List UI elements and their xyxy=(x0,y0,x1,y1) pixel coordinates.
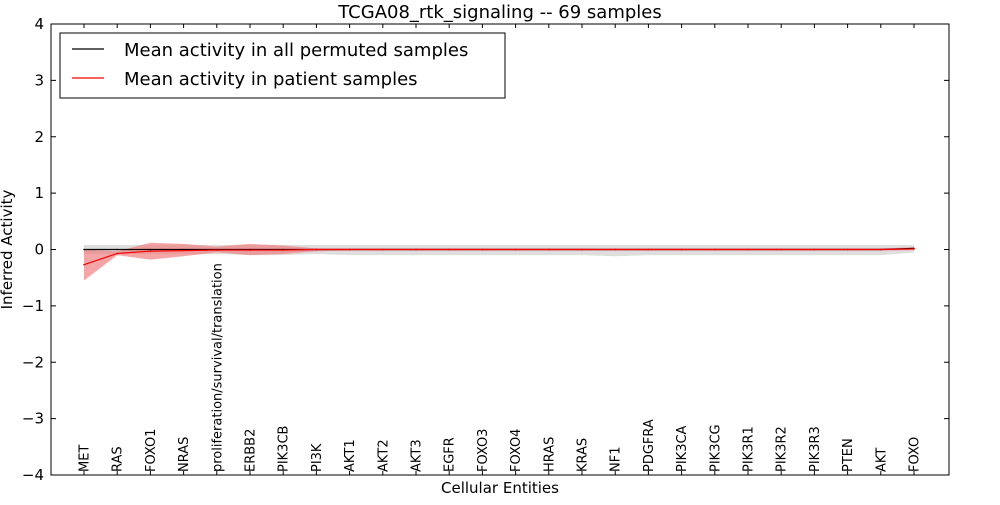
x-tick-label: RAS xyxy=(111,446,126,472)
data-point-series-1-11 xyxy=(448,248,451,251)
data-point-series-1-9 xyxy=(382,248,384,251)
x-tick-label: EGFR xyxy=(443,437,458,472)
x-tick-label: PIK3R2 xyxy=(775,426,790,472)
x-tick-label: PIK3R3 xyxy=(808,426,823,472)
x-tick-label: FOXO3 xyxy=(476,429,491,472)
x-tick-label: AKT xyxy=(874,448,889,472)
data-point-series-1-19 xyxy=(714,248,716,251)
x-tick-label: KRAS xyxy=(576,438,591,472)
data-point-series-1-13 xyxy=(514,248,517,251)
data-point-series-0-2 xyxy=(149,248,152,251)
x-tick-label: PIK3CG xyxy=(708,424,723,472)
y-axis-ticks: 4 3 2 1 0 −1 −2 −3 −4 xyxy=(22,15,949,484)
data-point-series-1-4 xyxy=(216,249,218,251)
data-point-series-1-8 xyxy=(348,248,351,251)
x-tick-label: MET xyxy=(78,445,93,472)
x-tick-label: NF1 xyxy=(609,447,624,472)
data-point-series-1-25 xyxy=(913,248,915,250)
x-tick-label: PIK3CB xyxy=(277,426,292,472)
series-lines xyxy=(83,247,915,266)
x-axis-label: Cellular Entities xyxy=(441,479,559,497)
data-point-series-1-3 xyxy=(182,249,185,252)
x-tick-label: PIK3CA xyxy=(675,425,690,472)
data-point-series-1-0 xyxy=(83,263,85,266)
y-tick-label: 4 xyxy=(34,15,44,33)
data-point-series-0-0 xyxy=(83,248,85,251)
y-tick-label: −2 xyxy=(22,353,44,371)
x-axis-ticks: MET RAS FOXO1 NRAS proliferation/survival/tr… xyxy=(78,24,923,475)
data-point-series-1-24 xyxy=(880,248,882,251)
data-point-series-1-15 xyxy=(581,248,583,251)
data-point-series-0-1 xyxy=(116,248,118,251)
data-point-series-1-22 xyxy=(813,248,816,251)
data-point-series-1-5 xyxy=(249,249,251,251)
y-tick-label: 1 xyxy=(34,184,44,202)
confidence-band-series-1 xyxy=(84,242,914,281)
y-tick-label: 3 xyxy=(34,71,44,89)
y-tick-label: −1 xyxy=(22,297,44,315)
x-tick-label: PTEN xyxy=(841,438,856,472)
legend-box xyxy=(59,32,506,99)
data-point-series-1-17 xyxy=(647,248,650,251)
x-tick-label: proliferation/survival/translation xyxy=(210,263,225,472)
x-tick-label: HRAS xyxy=(542,437,557,472)
x-tick-label: ERBB2 xyxy=(244,429,259,472)
x-tick-label: PDGFRA xyxy=(642,419,657,472)
data-point-series-1-14 xyxy=(548,248,550,251)
data-point-series-1-18 xyxy=(680,248,683,251)
data-point-series-1-23 xyxy=(846,248,849,251)
chart-title: TCGA08_rtk_signaling -- 69 samples xyxy=(337,2,662,23)
x-tick-label: AKT1 xyxy=(343,439,358,472)
x-tick-label: FOXO1 xyxy=(144,429,159,472)
x-tick-label: FOXO xyxy=(908,437,923,472)
x-tick-label: PI3K xyxy=(310,443,325,472)
x-tick-label: PIK3R1 xyxy=(742,426,757,472)
data-point-series-1-10 xyxy=(415,248,417,251)
confidence-bands xyxy=(84,242,914,281)
data-point-series-1-21 xyxy=(780,248,782,251)
data-point-series-1-2 xyxy=(149,250,152,252)
data-point-series-1-16 xyxy=(614,248,616,251)
data-point-series-1-1 xyxy=(116,252,118,255)
series-line-1 xyxy=(83,248,915,266)
data-point-series-1-7 xyxy=(315,248,318,251)
data-point-series-1-12 xyxy=(481,248,484,251)
x-tick-label: AKT3 xyxy=(410,439,425,472)
x-tick-label: FOXO4 xyxy=(509,429,524,472)
legend-label-permuted: Mean activity in all permuted samples xyxy=(124,40,468,61)
y-tick-label: 2 xyxy=(34,128,44,146)
data-point-series-1-20 xyxy=(747,248,749,251)
data-point-series-0-3 xyxy=(182,248,185,251)
x-tick-label: AKT2 xyxy=(376,439,391,472)
y-tick-label: −4 xyxy=(22,466,44,484)
y-tick-label: −3 xyxy=(22,410,44,428)
y-tick-label: 0 xyxy=(34,241,44,259)
y-axis-label: Inferred Activity xyxy=(0,189,16,309)
x-tick-label: NRAS xyxy=(177,437,192,472)
data-point-series-1-6 xyxy=(282,249,285,251)
legend-label-patient: Mean activity in patient samples xyxy=(124,69,418,90)
legend: Mean activity in all permuted samples Me… xyxy=(59,32,506,99)
